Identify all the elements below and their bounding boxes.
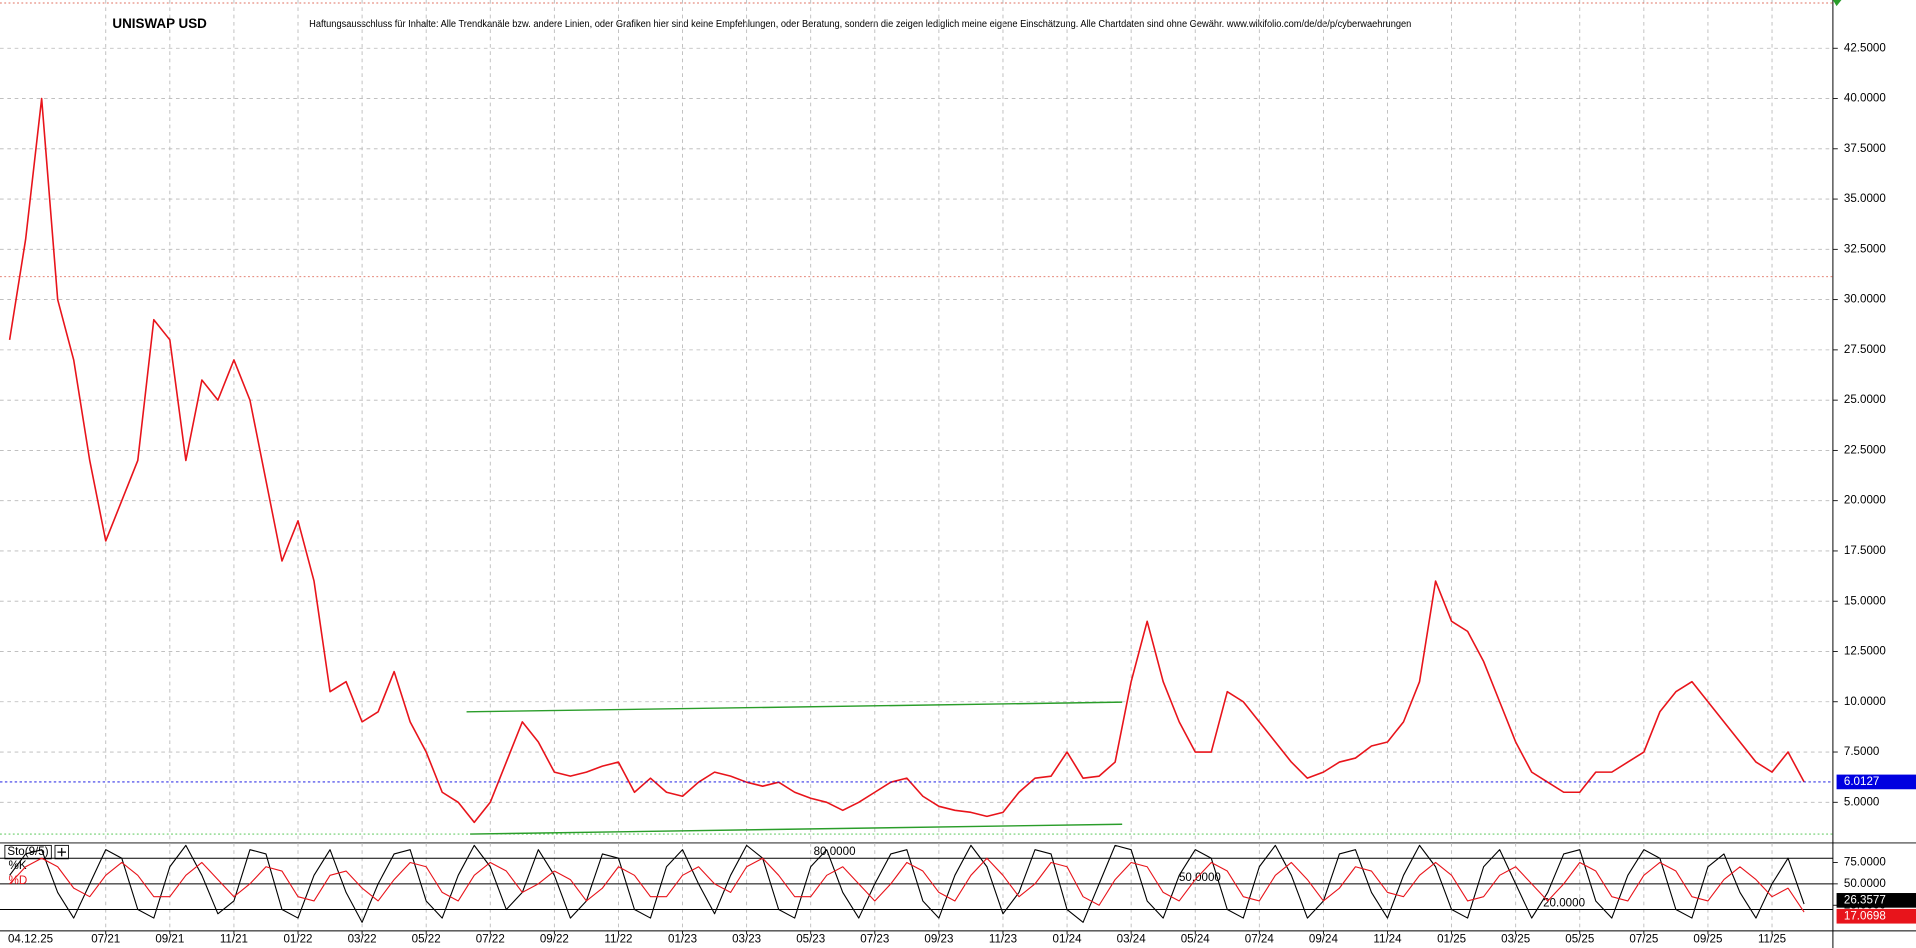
last-price-label: 6.0127 xyxy=(1844,775,1879,788)
x-tick-label: 05/24 xyxy=(1181,933,1211,946)
legend-label: %D xyxy=(9,874,28,887)
x-tick-label: 07/24 xyxy=(1245,933,1275,946)
y-tick-label: 20.0000 xyxy=(1844,494,1886,507)
x-tick-label: 03/23 xyxy=(732,933,761,946)
x-tick-label: 05/25 xyxy=(1565,933,1594,946)
disclaimer: Haftungsausschluss für Inhalte: Alle Tre… xyxy=(309,19,1411,30)
x-tick-label: 09/21 xyxy=(155,933,184,946)
y-tick-label: 40.0000 xyxy=(1844,92,1886,105)
legend-label: %K xyxy=(9,859,27,872)
x-tick-label: 03/22 xyxy=(348,933,377,946)
chart-title: UNISWAP USD xyxy=(112,16,207,31)
x-tick-label: 09/25 xyxy=(1693,933,1722,946)
x-tick-label: 03/24 xyxy=(1117,933,1147,946)
last-value-label: 26.3577 xyxy=(1844,893,1886,906)
trendline xyxy=(470,823,1123,835)
y-tick-label: 12.5000 xyxy=(1844,645,1886,658)
x-tick-label: 11/24 xyxy=(1373,933,1402,946)
x-tick-label: 05/23 xyxy=(796,933,825,946)
y-tick-label: 37.5000 xyxy=(1844,142,1886,155)
x-tick-label: 09/24 xyxy=(1309,933,1339,946)
x-tick-label: 07/21 xyxy=(91,933,120,946)
x-tick-label: 01/25 xyxy=(1437,933,1466,946)
trendline xyxy=(466,701,1123,713)
y-tick-label: 27.5000 xyxy=(1844,343,1886,356)
x-tick-label: 11/23 xyxy=(989,933,1017,946)
last-value-box xyxy=(1836,908,1916,924)
x-tick-label: 11/22 xyxy=(604,933,632,946)
level-label: 50.0000 xyxy=(1179,871,1221,884)
price-line xyxy=(8,97,1805,824)
x-tick-label: 09/23 xyxy=(924,933,953,946)
marker-icon xyxy=(1832,0,1842,7)
stochastic-line xyxy=(9,857,1805,913)
y-tick-label: 50.0000 xyxy=(1844,877,1886,890)
y-tick-label: 15.0000 xyxy=(1844,594,1886,607)
x-tick-label: 03/25 xyxy=(1501,933,1530,946)
last-value-label: 17.0698 xyxy=(1844,909,1886,922)
y-tick-label: 25.0000 xyxy=(1844,393,1886,406)
y-tick-label: 7.5000 xyxy=(1844,745,1879,758)
plus-icon xyxy=(57,847,66,857)
indicator-box xyxy=(4,844,52,860)
stochastic-line xyxy=(9,844,1805,923)
y-tick-label: 10.0000 xyxy=(1844,695,1886,708)
level-label: 80.0000 xyxy=(814,845,856,858)
x-tick-label: 01/23 xyxy=(668,933,697,946)
x-tick-label: 01/24 xyxy=(1053,933,1083,946)
indicator-title: Sto(9/5) xyxy=(7,845,48,858)
date-label: 04.12.25 xyxy=(8,933,53,946)
y-tick-label: 32.5000 xyxy=(1844,242,1886,255)
level-label: 20.0000 xyxy=(1543,896,1585,909)
x-tick-label: 11/25 xyxy=(1758,933,1786,946)
x-tick-label: 09/22 xyxy=(540,933,569,946)
y-tick-label: 35.0000 xyxy=(1844,192,1886,205)
y-tick-label: 30.0000 xyxy=(1844,293,1886,306)
x-tick-label: 07/23 xyxy=(860,933,889,946)
x-tick-label: 07/25 xyxy=(1629,933,1658,946)
x-tick-label: 05/22 xyxy=(412,933,441,946)
y-tick-label: 22.5000 xyxy=(1844,443,1886,456)
y-tick-label: 5.0000 xyxy=(1844,795,1879,808)
y-tick-label: 75.0000 xyxy=(1844,856,1886,869)
y-tick-label: 42.5000 xyxy=(1844,41,1886,54)
last-value-box xyxy=(1836,893,1916,908)
x-tick-label: 11/21 xyxy=(220,933,248,946)
x-tick-label: 01/22 xyxy=(283,933,312,946)
y-tick-label: 17.5000 xyxy=(1844,544,1886,557)
last-price-box xyxy=(1836,774,1916,790)
x-tick-label: 07/22 xyxy=(476,933,505,946)
